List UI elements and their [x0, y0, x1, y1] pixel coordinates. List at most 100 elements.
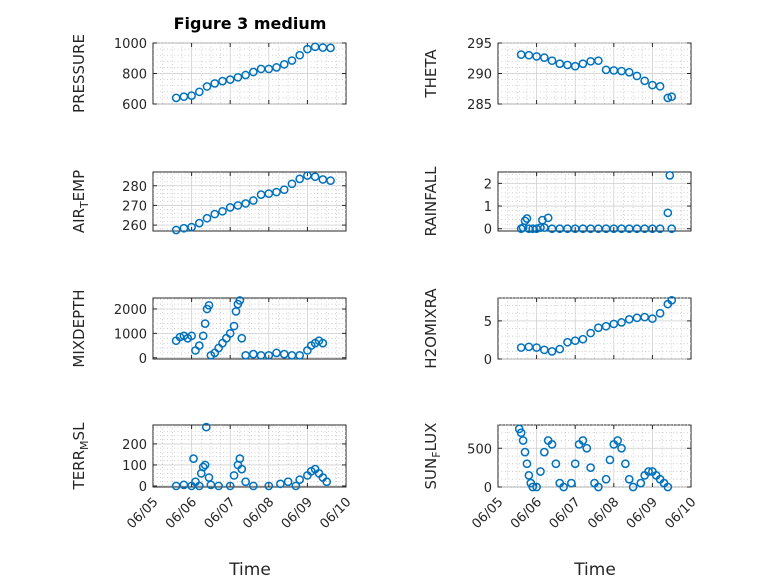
data-point: [210, 209, 220, 219]
y-axis-label-main: TERR: [70, 450, 88, 491]
x-axis-label-right: Time: [573, 560, 616, 580]
y-tick-label: 0: [484, 223, 492, 238]
subplot-3: 0 1 2 RAINFALL: [422, 166, 692, 238]
data-point: [287, 56, 297, 65]
data-point: [559, 482, 568, 492]
data-point: [570, 459, 580, 469]
y-tick-label: 5: [484, 315, 492, 330]
data-point: [621, 459, 630, 469]
data-point: [543, 213, 553, 223]
data-point: [601, 321, 611, 331]
data-point: [202, 82, 212, 91]
data-point: [200, 460, 210, 470]
data-point: [295, 50, 305, 60]
data-point: [229, 321, 239, 331]
data-point: [225, 75, 235, 84]
data-point: [665, 171, 675, 180]
y-axis-label: RAINFALL: [422, 166, 440, 237]
data-point: [241, 199, 250, 208]
y-tick-label: 800: [122, 68, 147, 83]
data-point: [547, 440, 557, 449]
data-point: [536, 467, 545, 476]
data-point: [322, 477, 332, 487]
y-axis-label: THETA: [422, 49, 440, 99]
subplot-1: 285 290 295 THETA: [422, 37, 692, 113]
data-point: [200, 319, 210, 328]
data-point: [189, 454, 198, 463]
data-point: [249, 481, 258, 491]
data-point: [539, 53, 549, 62]
data-point: [229, 471, 239, 480]
y-axis-label-rest: SL: [70, 422, 88, 441]
y-axis-label-main: AIR: [70, 208, 88, 233]
data-point: [210, 79, 220, 88]
data-point: [295, 174, 305, 184]
y-axis-label-main: SUN: [422, 458, 440, 490]
data-point: [522, 214, 532, 223]
data-point: [563, 337, 572, 347]
data-point: [326, 176, 335, 186]
data-point: [636, 478, 646, 488]
figure-title: Figure 3 medium: [174, 14, 327, 33]
data-point: [655, 81, 665, 91]
data-point: [295, 350, 305, 360]
data-point: [518, 436, 528, 445]
y-axis-label: SUNFLUX: [422, 423, 443, 490]
y-tick-label: 290: [467, 68, 492, 83]
y-tick-label: 280: [122, 180, 147, 195]
data-point: [249, 67, 258, 77]
data-point: [202, 213, 212, 223]
data-point: [218, 76, 227, 86]
y-tick-label: 1000: [114, 327, 147, 342]
data-point: [264, 189, 274, 198]
data-point: [241, 477, 250, 487]
y-axis-label-subscript: T: [78, 201, 91, 209]
data-point: [605, 455, 615, 465]
data-point: [586, 328, 595, 338]
y-tick-label: 285: [467, 98, 492, 113]
data-point: [194, 341, 204, 350]
data-point: [594, 56, 603, 66]
data-point: [303, 44, 312, 54]
data-point: [272, 63, 281, 72]
data-point: [326, 43, 335, 53]
y-axis-label-rest: LUX: [422, 423, 440, 452]
y-tick-label: 100: [122, 459, 147, 474]
data-point: [667, 295, 677, 305]
data-point: [233, 201, 243, 210]
data-point: [667, 224, 677, 234]
data-point: [624, 474, 634, 484]
data-point: [628, 482, 638, 492]
y-tick-label: 500: [467, 442, 492, 457]
y-tick-label: 0: [484, 353, 492, 368]
data-point: [594, 482, 603, 492]
data-point: [624, 315, 634, 324]
data-point: [214, 481, 223, 491]
data-point: [279, 60, 289, 69]
data-point: [194, 481, 204, 491]
subplot-0: 600 800 1000 PRESSURE: [70, 34, 347, 113]
data-point: [295, 475, 305, 484]
data-point: [609, 319, 619, 329]
subplot-2: 260 270 280 AIRTEMP: [70, 170, 347, 235]
y-axis-label: TERRMSL: [70, 422, 91, 491]
data-point: [613, 436, 623, 445]
data-point: [291, 481, 301, 491]
data-point: [241, 70, 250, 80]
y-axis-label: AIRTEMP: [70, 170, 91, 233]
data-point: [272, 187, 281, 197]
x-axis-label-left: Time: [228, 560, 271, 580]
data-point: [555, 344, 565, 354]
data-point: [528, 482, 538, 492]
y-axis-label: H2OMIXRA: [422, 288, 440, 369]
y-tick-label: 0: [139, 480, 147, 495]
y-tick-label: 1: [484, 200, 492, 215]
data-point: [663, 482, 673, 492]
data-point: [663, 93, 673, 103]
y-axis-label-rest: EMP: [70, 170, 88, 201]
y-tick-label: 200: [122, 438, 147, 453]
data-point: [578, 436, 588, 445]
data-point: [201, 422, 211, 432]
y-tick-label: 260: [122, 219, 147, 234]
data-point: [237, 333, 247, 343]
